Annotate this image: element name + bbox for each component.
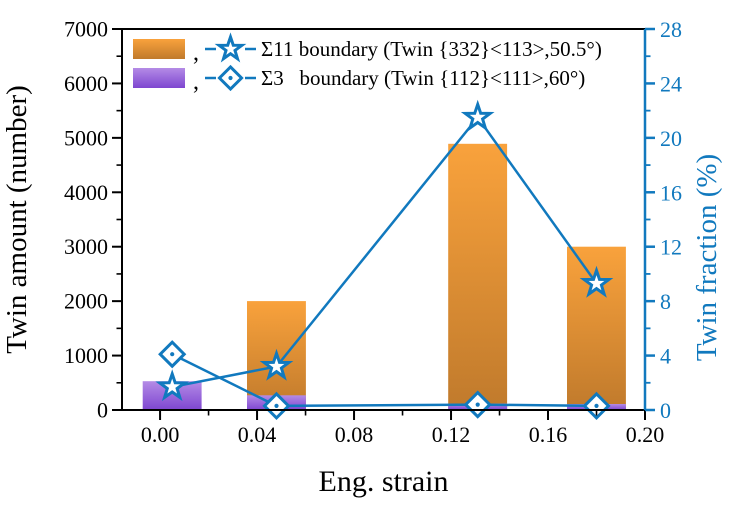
x-tick-label: 0.16 (529, 422, 568, 447)
right-axis: 0 4 8 12 16 20 24 28 (645, 17, 682, 423)
left-tick-label: 2000 (64, 289, 108, 314)
star-marker (460, 99, 495, 132)
star-marker (579, 265, 614, 298)
star-marker (259, 348, 294, 381)
series-line (171, 115, 598, 389)
right-tick-label: 12 (660, 235, 682, 260)
right-tick-label: 8 (660, 289, 671, 314)
x-tick-label: 0.04 (238, 422, 277, 447)
left-tick-label: 4000 (64, 180, 108, 205)
diamond-marker (262, 391, 291, 421)
right-tick-label: 20 (660, 126, 682, 151)
legend-separator: , (193, 69, 199, 95)
left-axis-label: Twin amount (number) (1, 85, 33, 354)
legend-label: Σ11 boundary (Twin {332}<113>,50.5°) (261, 37, 602, 61)
left-axis: 0 1000 2000 3000 4000 5000 6000 7000 (64, 17, 122, 423)
x-tick-label: 0.00 (141, 422, 180, 447)
right-tick-label: 0 (660, 398, 671, 423)
line-sigma3-fraction (158, 340, 611, 421)
x-tick-label: 0.08 (335, 422, 374, 447)
left-tick-label: 1000 (64, 343, 108, 368)
star-marker (214, 32, 247, 63)
legend-separator: , (193, 40, 199, 66)
legend-swatch-sigma3-amount (133, 68, 185, 88)
legend-label: Σ3 boundary (Twin {112}<111>,60°) (261, 66, 585, 90)
right-tick-label: 16 (660, 180, 682, 205)
left-tick-label: 3000 (64, 234, 108, 259)
left-tick-label: 6000 (64, 71, 108, 96)
legend-item-sigma11: , Σ11 boundary (Twin {332}<113>,50.5°) (133, 32, 602, 66)
bar-sigma11-amount-2 (448, 143, 508, 411)
right-tick-label: 28 (660, 17, 682, 42)
diamond-marker (582, 391, 611, 421)
left-tick-label: 0 (97, 398, 108, 423)
diamond-marker (217, 64, 244, 92)
legend-item-sigma3: , Σ3 boundary (Twin {112}<111>,60°) (133, 64, 585, 95)
x-tick-label: 0.12 (432, 422, 471, 447)
legend-swatch-sigma11-amount (133, 39, 185, 59)
right-axis-label: Twin fraction (%) (691, 154, 723, 361)
series-line (171, 353, 597, 408)
x-axis: 0.00 0.04 0.08 0.12 0.16 0.20 (141, 410, 664, 447)
right-tick-label: 24 (660, 71, 682, 96)
left-tick-label: 7000 (64, 17, 108, 42)
line-sigma11-fraction (155, 99, 614, 402)
diamond-marker (158, 340, 187, 369)
x-axis-label: Eng. strain (319, 465, 449, 498)
legend: , Σ11 boundary (Twin {332}<113>,50.5°), Σ3… (133, 32, 602, 95)
x-tick-label: 0.20 (626, 422, 665, 447)
left-tick-label: 5000 (64, 125, 108, 150)
right-tick-label: 4 (660, 344, 671, 369)
star-marker (155, 369, 190, 402)
bars-sigma11-amount (247, 143, 626, 411)
